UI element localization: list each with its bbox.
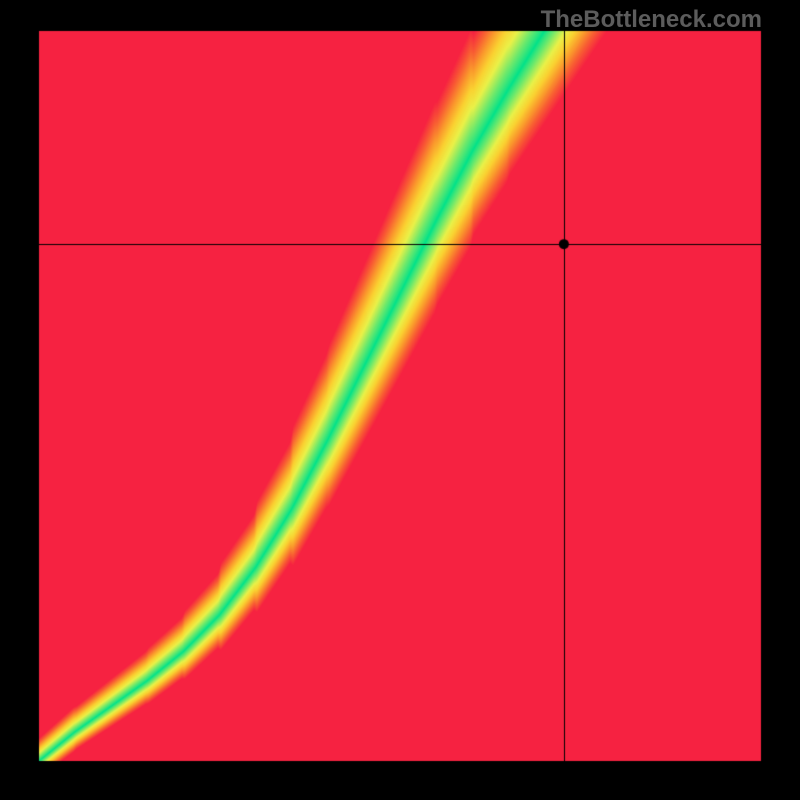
bottleneck-heatmap <box>0 0 800 800</box>
chart-container: TheBottleneck.com <box>0 0 800 800</box>
watermark-text: TheBottleneck.com <box>541 6 762 34</box>
